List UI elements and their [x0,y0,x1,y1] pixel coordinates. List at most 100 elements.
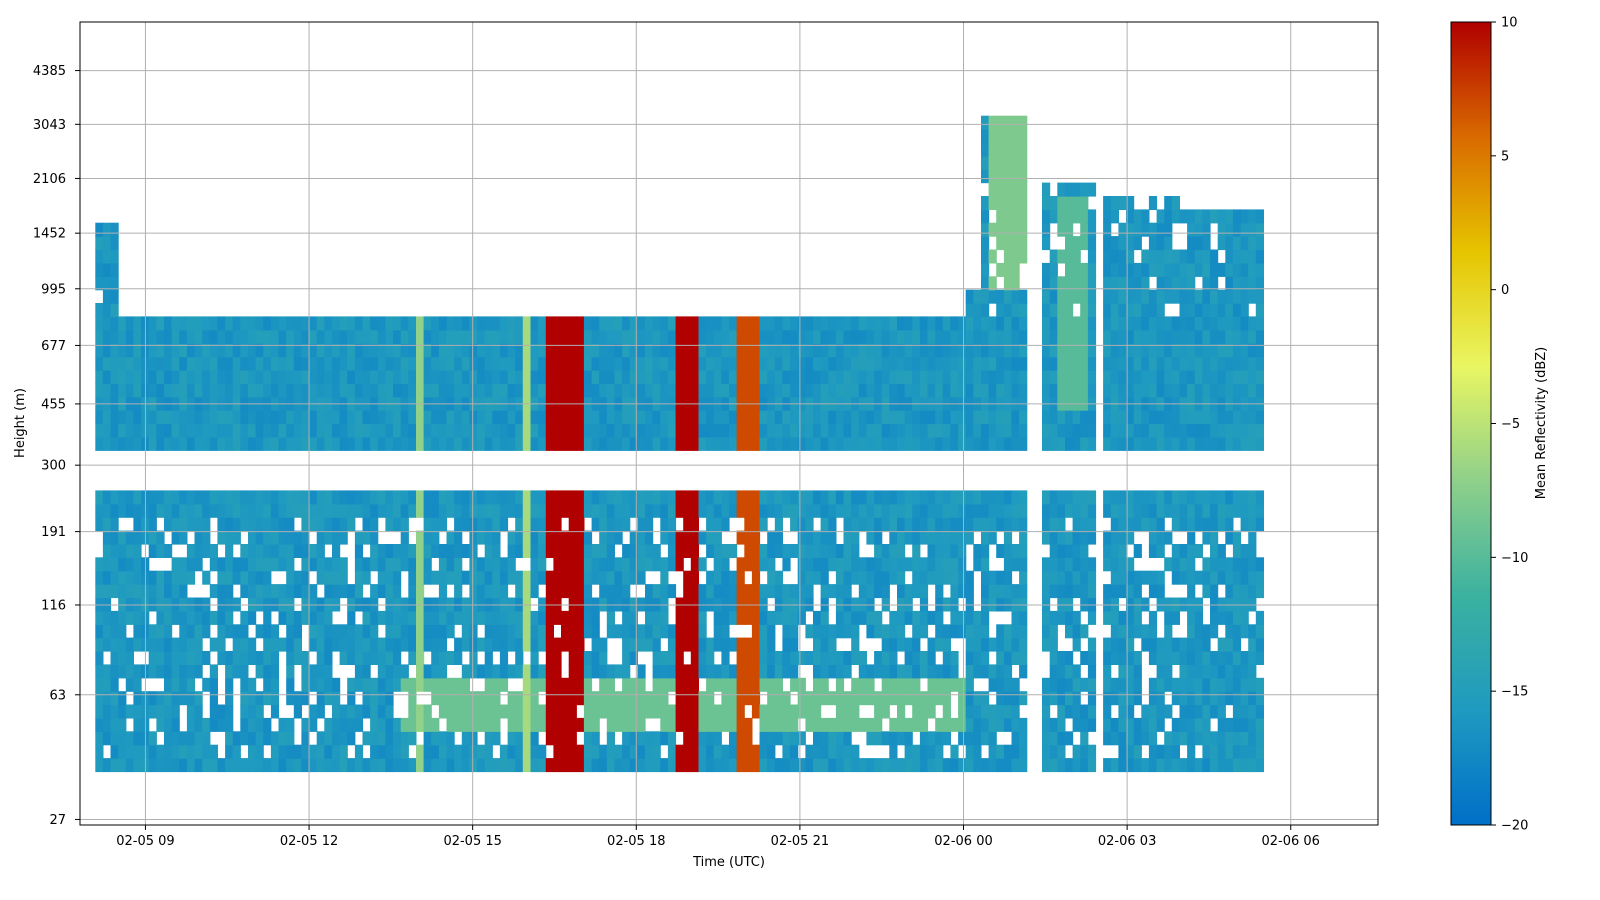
heatmap-cell [408,490,417,505]
heatmap-cell [744,383,753,398]
heatmap-cell [347,410,356,425]
heatmap-cell [431,383,440,398]
heatmap-cell [1255,423,1264,438]
heatmap-cell [637,517,646,532]
heatmap-cell [370,704,379,719]
heatmap-cell [316,557,325,572]
heatmap-cell [1210,410,1219,425]
heatmap-cell [1202,517,1211,532]
heatmap-cell [1171,262,1180,277]
heatmap-cell [675,316,684,331]
heatmap-cell [553,410,562,425]
heatmap-cell [194,624,203,639]
heatmap-cell [438,758,448,773]
heatmap-cell [866,356,875,371]
heatmap-cell [118,624,127,639]
heatmap-cell [1225,209,1234,224]
heatmap-cell [484,329,493,344]
heatmap-cell [545,544,554,558]
heatmap-cell [102,637,112,652]
heatmap-cell [492,343,501,358]
heatmap-cell [690,691,699,706]
heatmap-cell [492,570,501,585]
heatmap-cell [958,490,967,505]
heatmap-cell [240,544,249,558]
heatmap-cell [446,758,455,773]
heatmap-cell [614,423,623,438]
heatmap-cell [1057,731,1066,746]
heatmap-cell [240,410,249,425]
heatmap-cell [790,584,799,599]
heatmap-cell [1217,316,1226,331]
heatmap-cell [102,704,112,719]
heatmap-cell [148,436,157,451]
heatmap-cell [851,329,860,344]
heatmap-cell [1225,758,1234,773]
heatmap-cell [156,664,165,679]
heatmap-cell [263,664,272,679]
heatmap-cell [95,517,104,532]
heatmap-cell [393,717,402,732]
heatmap-cell [484,731,493,746]
heatmap-cell [973,410,982,425]
heatmap-cell [904,490,913,505]
heatmap-cell [1232,530,1242,545]
heatmap-cell [202,436,211,451]
heatmap-cell [385,651,394,665]
heatmap-cell [95,410,104,425]
heatmap-cell [324,490,333,505]
heatmap-cell [1065,276,1074,291]
heatmap-cell [683,343,692,358]
heatmap-cell [1065,570,1074,585]
heatmap-cell [973,329,982,344]
heatmap-cell [1141,329,1150,344]
heatmap-cell [1003,370,1013,384]
heatmap-cell [591,717,600,732]
heatmap-cell [538,557,547,572]
heatmap-cell [637,557,646,572]
heatmap-cell [507,624,516,639]
heatmap-cell [385,557,394,572]
heatmap-cell [240,624,249,639]
heatmap-cell [835,677,845,692]
heatmap-cell [477,410,486,425]
heatmap-cell [583,758,593,773]
heatmap-cell [248,370,257,384]
heatmap-cell [423,436,432,451]
heatmap-cell [1126,262,1135,277]
heatmap-cell [454,503,463,518]
heatmap-cell [614,744,623,759]
heatmap-cell [1171,209,1180,224]
heatmap-cell [125,329,134,344]
heatmap-cell [477,370,486,384]
heatmap-cell [515,423,524,438]
heatmap-cell [1072,544,1081,558]
heatmap-cell [729,744,738,759]
heatmap-cell [530,570,539,585]
heatmap-cell [301,610,310,625]
heatmap-cell [637,436,646,451]
heatmap-cell [813,423,822,438]
heatmap-cell [1187,316,1196,331]
heatmap-cell [1232,436,1242,451]
heatmap-cell [774,410,783,425]
heatmap-cell [797,356,806,371]
heatmap-cell [790,383,799,398]
heatmap-cell [133,423,142,438]
heatmap-cell [1080,222,1089,237]
heatmap-cell [996,370,1005,384]
heatmap-cell [225,744,234,759]
heatmap-cell [759,704,768,719]
heatmap-cell [645,584,654,599]
heatmap-cell [370,329,379,344]
heatmap-cell [813,490,822,505]
heatmap-cell [1072,570,1081,585]
heatmap-cell [645,343,654,358]
heatmap-cell [790,664,799,679]
heatmap-cell [408,691,417,706]
heatmap-cell [332,717,341,732]
heatmap-cell [538,637,547,652]
heatmap-cell [400,717,409,732]
heatmap-cell [1126,276,1135,291]
heatmap-cell [370,316,379,331]
